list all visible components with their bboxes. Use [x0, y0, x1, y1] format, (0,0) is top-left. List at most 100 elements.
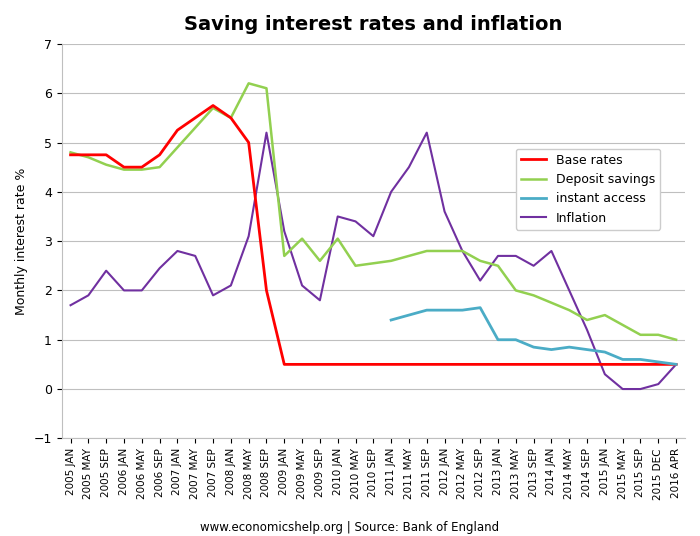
Base rates — [138, 164, 146, 170]
Base rates — [583, 361, 592, 368]
Line: instant access: instant access — [391, 308, 676, 364]
instant access — [601, 349, 609, 355]
Line: Inflation: Inflation — [71, 132, 676, 389]
Deposit savings — [369, 260, 377, 266]
Deposit savings — [387, 258, 395, 264]
Inflation — [583, 326, 592, 333]
Deposit savings — [84, 154, 92, 160]
Deposit savings — [262, 85, 271, 92]
Deposit savings — [494, 263, 502, 269]
Title: Saving interest rates and inflation: Saving interest rates and inflation — [184, 15, 563, 34]
Base rates — [155, 152, 164, 158]
Deposit savings — [333, 235, 342, 242]
Base rates — [672, 361, 680, 368]
Base rates — [476, 361, 484, 368]
Base rates — [316, 361, 324, 368]
Y-axis label: Monthly interest rate %: Monthly interest rate % — [15, 167, 28, 315]
Deposit savings — [619, 322, 627, 328]
Inflation — [476, 277, 484, 284]
instant access — [476, 304, 484, 311]
instant access — [672, 361, 680, 368]
Base rates — [280, 361, 288, 368]
Inflation — [173, 248, 181, 254]
Inflation — [120, 287, 128, 294]
Base rates — [173, 127, 181, 133]
instant access — [512, 337, 520, 343]
Deposit savings — [191, 124, 200, 131]
Inflation — [405, 164, 413, 170]
Base rates — [209, 102, 217, 109]
Base rates — [351, 361, 360, 368]
Deposit savings — [138, 166, 146, 173]
Deposit savings — [298, 235, 307, 242]
Inflation — [191, 252, 200, 259]
Base rates — [494, 361, 502, 368]
Deposit savings — [565, 307, 573, 314]
Deposit savings — [458, 248, 467, 254]
Inflation — [227, 282, 235, 289]
instant access — [440, 307, 449, 314]
Base rates — [102, 152, 111, 158]
Inflation — [387, 189, 395, 195]
Inflation — [84, 292, 92, 299]
Deposit savings — [244, 80, 253, 86]
Base rates — [636, 361, 645, 368]
Deposit savings — [601, 312, 609, 318]
Deposit savings — [440, 248, 449, 254]
Base rates — [369, 361, 377, 368]
Inflation — [66, 302, 75, 308]
instant access — [494, 337, 502, 343]
Line: Deposit savings: Deposit savings — [71, 83, 676, 340]
instant access — [458, 307, 467, 314]
Base rates — [66, 152, 75, 158]
Deposit savings — [102, 161, 111, 168]
instant access — [387, 317, 395, 323]
Base rates — [227, 115, 235, 121]
Deposit savings — [654, 332, 662, 338]
Base rates — [244, 139, 253, 146]
Deposit savings — [280, 252, 288, 259]
Deposit savings — [227, 115, 235, 121]
Inflation — [636, 386, 645, 392]
Deposit savings — [529, 292, 538, 299]
Deposit savings — [423, 248, 431, 254]
Deposit savings — [547, 300, 556, 306]
Inflation — [440, 209, 449, 215]
Inflation — [369, 233, 377, 240]
instant access — [423, 307, 431, 314]
Base rates — [262, 287, 271, 294]
instant access — [636, 356, 645, 363]
Inflation — [138, 287, 146, 294]
Inflation — [547, 248, 556, 254]
Inflation — [494, 252, 502, 259]
Deposit savings — [405, 252, 413, 259]
Deposit savings — [672, 337, 680, 343]
Base rates — [547, 361, 556, 368]
Line: Base rates: Base rates — [71, 106, 676, 364]
Inflation — [155, 265, 164, 271]
Base rates — [387, 361, 395, 368]
Base rates — [529, 361, 538, 368]
Legend: Base rates, Deposit savings, instant access, Inflation: Base rates, Deposit savings, instant acc… — [516, 149, 660, 229]
Inflation — [458, 248, 467, 254]
Base rates — [405, 361, 413, 368]
instant access — [405, 312, 413, 318]
Inflation — [298, 282, 307, 289]
Deposit savings — [583, 317, 592, 323]
instant access — [547, 346, 556, 353]
Base rates — [601, 361, 609, 368]
Base rates — [619, 361, 627, 368]
Base rates — [333, 361, 342, 368]
Inflation — [672, 361, 680, 368]
Inflation — [512, 252, 520, 259]
Base rates — [120, 164, 128, 170]
instant access — [583, 346, 592, 353]
Deposit savings — [512, 287, 520, 294]
Inflation — [316, 297, 324, 303]
Inflation — [280, 228, 288, 234]
Inflation — [601, 371, 609, 377]
Base rates — [512, 361, 520, 368]
Base rates — [440, 361, 449, 368]
Base rates — [458, 361, 467, 368]
Text: www.economicshelp.org | Source: Bank of England: www.economicshelp.org | Source: Bank of … — [200, 520, 500, 534]
